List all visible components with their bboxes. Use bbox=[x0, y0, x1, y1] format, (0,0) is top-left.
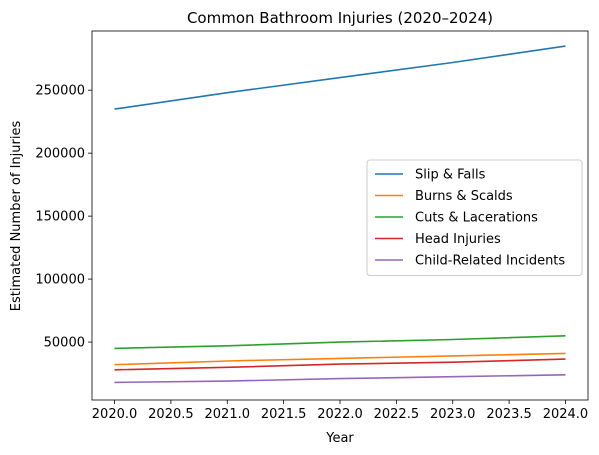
series-line-4 bbox=[114, 374, 566, 384]
legend-label-0: Slip & Falls bbox=[415, 168, 486, 183]
legend-label-1: Burns & Scalds bbox=[415, 189, 513, 204]
x-tick-label: 2022.5 bbox=[374, 407, 420, 422]
series-line-3 bbox=[114, 358, 566, 371]
x-tick-label: 2023.0 bbox=[430, 407, 476, 422]
y-tick-label: 100000 bbox=[35, 273, 85, 288]
x-axis-label: Year bbox=[325, 431, 354, 446]
legend-label-4: Child-Related Incidents bbox=[415, 254, 565, 269]
x-tick-label: 2021.5 bbox=[261, 407, 307, 422]
y-tick-label: 200000 bbox=[35, 147, 85, 162]
series-line-1 bbox=[114, 352, 566, 366]
y-tick-label: 150000 bbox=[35, 210, 85, 225]
x-tick-label: 2021.0 bbox=[205, 407, 251, 422]
legend-label-2: Cuts & Lacerations bbox=[415, 211, 538, 226]
y-tick-label: 250000 bbox=[35, 84, 85, 99]
y-axis-label: Estimated Number of Injuries bbox=[9, 121, 24, 312]
legend: Slip & Falls Burns & Scalds Cuts & Lacerat… bbox=[366, 159, 583, 276]
x-tick-label: 2023.5 bbox=[486, 407, 532, 422]
series-line-0 bbox=[114, 45, 566, 110]
plot-area: 2020.0 2020.5 2021.0 2021.5 2022.0 2022.5 2023… bbox=[35, 30, 589, 422]
y-tick-label: 50000 bbox=[44, 336, 85, 351]
series-line-2 bbox=[114, 335, 566, 350]
legend-box bbox=[366, 159, 583, 276]
x-tick-label: 2020.0 bbox=[92, 407, 138, 422]
legend-label-3: Head Injuries bbox=[415, 232, 501, 247]
chart-title: Common Bathroom Injuries (2020–2024) bbox=[187, 9, 493, 27]
x-tick-label: 2020.5 bbox=[148, 407, 194, 422]
x-tick-label: 2024.0 bbox=[543, 407, 589, 422]
x-tick-label: 2022.0 bbox=[317, 407, 363, 422]
